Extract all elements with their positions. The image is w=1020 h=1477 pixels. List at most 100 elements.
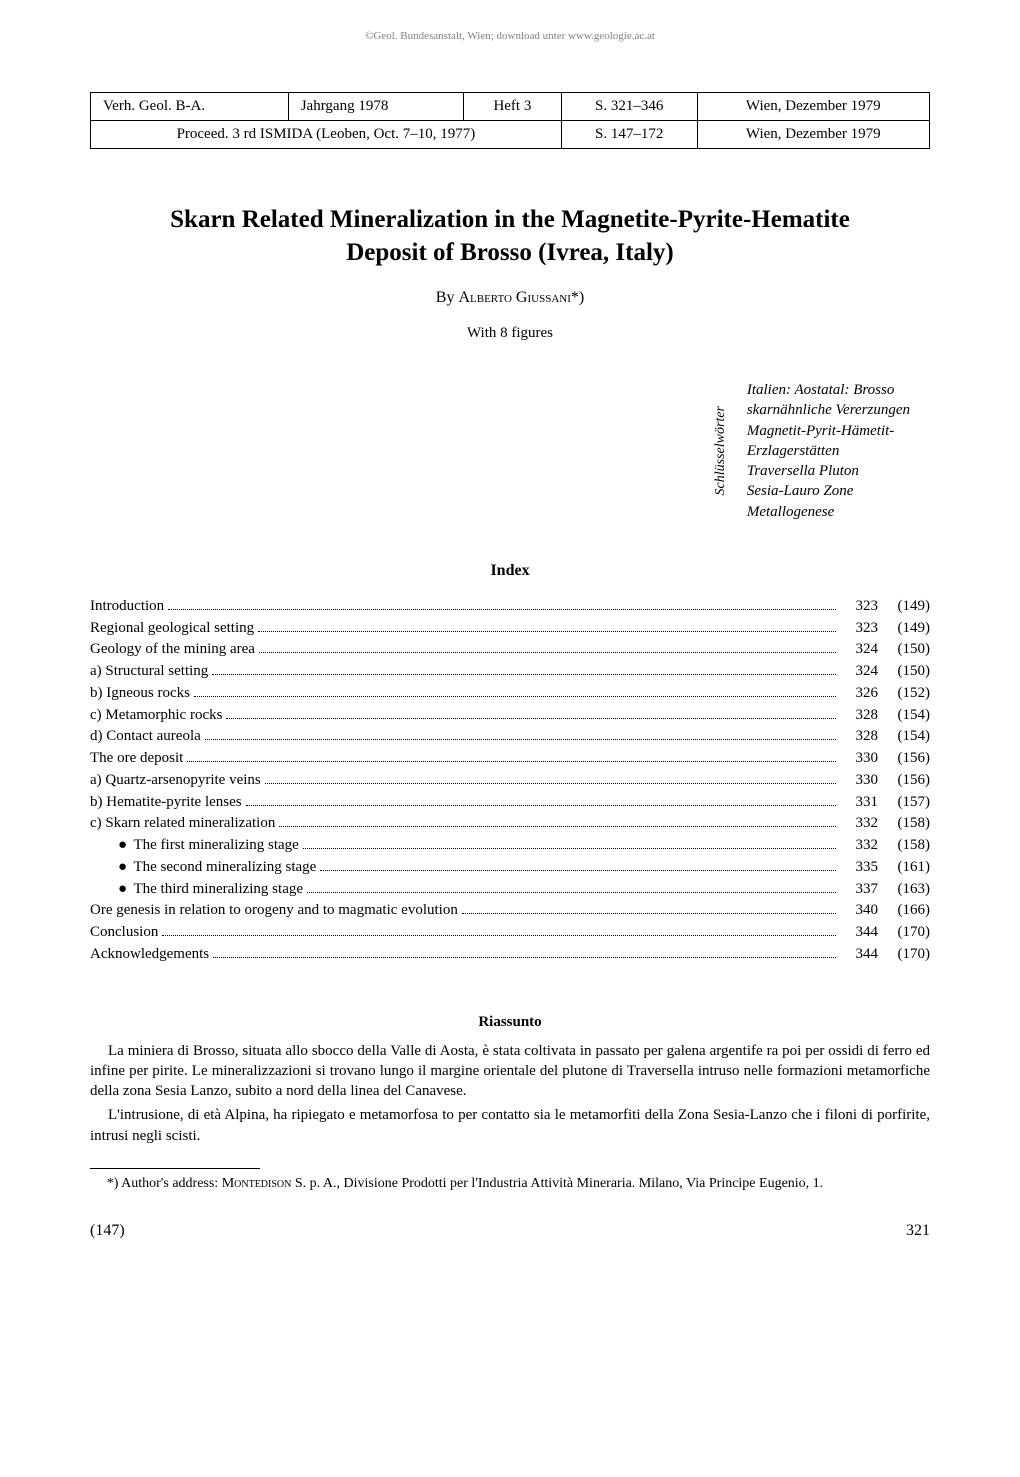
- toc-leader-dots: [162, 926, 836, 937]
- toc-leader-dots: [212, 665, 836, 676]
- toc-label: Introduction: [90, 596, 164, 618]
- keywords-label: Schlüsselwörter: [713, 406, 729, 495]
- riassunto-heading: Riassunto: [90, 1014, 930, 1031]
- toc-page: 328: [840, 726, 878, 748]
- download-note: ©Geol. Bundesanstalt, Wien; download unt…: [90, 30, 930, 42]
- toc-leader-dots: [320, 860, 836, 871]
- toc-label: ● The first mineralizing stage: [118, 835, 299, 857]
- toc-page: 344: [840, 922, 878, 944]
- table-cell: Heft 3: [463, 93, 561, 121]
- toc-row: Ore genesis in relation to orogeny and t…: [90, 900, 930, 922]
- author-footnote: *) Author's address: Montedison S. p. A.…: [90, 1175, 930, 1194]
- toc-leader-dots: [265, 773, 836, 784]
- toc-label: c) Skarn related mineralization: [90, 813, 275, 835]
- toc-page: 332: [840, 835, 878, 857]
- author-name: Alberto Giussani: [458, 289, 570, 306]
- toc-label: c) Metamorphic rocks: [90, 705, 222, 727]
- table-cell: Proceed. 3 rd ISMIDA (Leoben, Oct. 7–10,…: [91, 121, 562, 149]
- toc-page-alt: (170): [878, 922, 930, 944]
- toc-label: Acknowledgements: [90, 944, 209, 966]
- keyword-item: skarnähnliche Vererzungen: [747, 400, 910, 420]
- toc-page: 328: [840, 705, 878, 727]
- toc-label: ● The third mineralizing stage: [118, 879, 303, 901]
- page-number-alt: (147): [90, 1222, 125, 1240]
- bullet-icon: ●: [118, 879, 130, 901]
- toc-page-alt: (152): [878, 683, 930, 705]
- toc-page-alt: (158): [878, 835, 930, 857]
- table-cell: Wien, Dezember 1979: [697, 93, 929, 121]
- toc-page-alt: (150): [878, 639, 930, 661]
- toc-row: b) Igneous rocks326(152): [90, 683, 930, 705]
- page-footer: (147) 321: [90, 1222, 930, 1240]
- toc-page: 337: [840, 879, 878, 901]
- toc-page: 332: [840, 813, 878, 835]
- toc-row: d) Contact aureola 328(154): [90, 726, 930, 748]
- toc-page-alt: (156): [878, 770, 930, 792]
- toc-page: 344: [840, 944, 878, 966]
- bullet-icon: ●: [118, 857, 130, 879]
- toc-label: a) Structural setting: [90, 661, 208, 683]
- toc-leader-dots: [194, 686, 836, 697]
- keyword-item: Sesia-Lauro Zone: [747, 481, 910, 501]
- toc-label: Regional geological setting: [90, 618, 254, 640]
- toc-page-alt: (158): [878, 813, 930, 835]
- toc-page-alt: (149): [878, 618, 930, 640]
- keywords-block: Schlüsselwörter Italien: Aostatal: Bross…: [90, 380, 910, 522]
- toc-leader-dots: [279, 817, 836, 828]
- table-cell: Verh. Geol. B-A.: [91, 93, 289, 121]
- toc-row: Geology of the mining area324(150): [90, 639, 930, 661]
- keyword-item: Metallogenese: [747, 502, 910, 522]
- keywords-list: Italien: Aostatal: Brossoskarnähnliche V…: [747, 380, 910, 522]
- footnote-prefix: *) Author's address:: [107, 1176, 222, 1191]
- toc-page-alt: (154): [878, 726, 930, 748]
- toc-row: a) Structural setting 324(150): [90, 661, 930, 683]
- toc-row: The ore deposit 330(156): [90, 748, 930, 770]
- toc-leader-dots: [258, 621, 836, 632]
- toc-leader-dots: [213, 947, 836, 958]
- toc-page: 330: [840, 748, 878, 770]
- toc-leader-dots: [307, 882, 836, 893]
- toc-label: a) Quartz-arsenopyrite veins: [90, 770, 261, 792]
- keyword-item: Traversella Pluton: [747, 461, 910, 481]
- page-title: Skarn Related Mineralization in the Magn…: [140, 204, 880, 269]
- table-cell: Jahrgang 1978: [288, 93, 463, 121]
- footnote-rest: S. p. A., Divisione Prodotti per l'Indus…: [291, 1176, 823, 1191]
- riassunto-paragraph: La miniera di Brosso, situata allo sbocc…: [90, 1041, 930, 1102]
- toc-page-alt: (150): [878, 661, 930, 683]
- author-by: By: [436, 289, 459, 306]
- footnote-separator: [90, 1168, 260, 1169]
- header-table: Verh. Geol. B-A. Jahrgang 1978 Heft 3 S.…: [90, 92, 930, 149]
- toc-label: Geology of the mining area: [90, 639, 255, 661]
- author-line: By Alberto Giussani*): [90, 289, 930, 307]
- toc-row: Regional geological setting 323(149): [90, 618, 930, 640]
- toc-page-alt: (156): [878, 748, 930, 770]
- toc-page-alt: (157): [878, 792, 930, 814]
- toc-page: 324: [840, 661, 878, 683]
- toc-page-alt: (170): [878, 944, 930, 966]
- toc-label: ● The second mineralizing stage: [118, 857, 316, 879]
- toc-row: b) Hematite-pyrite lenses331(157): [90, 792, 930, 814]
- toc-page-alt: (163): [878, 879, 930, 901]
- index-heading: Index: [90, 562, 930, 580]
- keyword-item: Magnetit-Pyrit-Hämetit-: [747, 421, 910, 441]
- toc-row: c) Skarn related mineralization 332(158): [90, 813, 930, 835]
- toc-row: Introduction323(149): [90, 596, 930, 618]
- toc-leader-dots: [246, 795, 836, 806]
- toc-label: The ore deposit: [90, 748, 183, 770]
- table-cell: Wien, Dezember 1979: [697, 121, 929, 149]
- riassunto-paragraph: L'intrusione, di età Alpina, ha ripiegat…: [90, 1105, 930, 1146]
- toc-page-alt: (166): [878, 900, 930, 922]
- toc-row: Acknowledgements 344(170): [90, 944, 930, 966]
- toc-page-alt: (154): [878, 705, 930, 727]
- page-number: 321: [906, 1222, 930, 1240]
- toc-page: 331: [840, 792, 878, 814]
- table-cell: S. 147–172: [561, 121, 697, 149]
- author-footnote-mark: *): [571, 289, 584, 306]
- toc-label: d) Contact aureola: [90, 726, 201, 748]
- toc-page-alt: (149): [878, 596, 930, 618]
- toc-page: 326: [840, 683, 878, 705]
- footnote-company: Montedison: [222, 1176, 292, 1191]
- toc-page: 330: [840, 770, 878, 792]
- toc-leader-dots: [226, 708, 836, 719]
- toc-page: 323: [840, 618, 878, 640]
